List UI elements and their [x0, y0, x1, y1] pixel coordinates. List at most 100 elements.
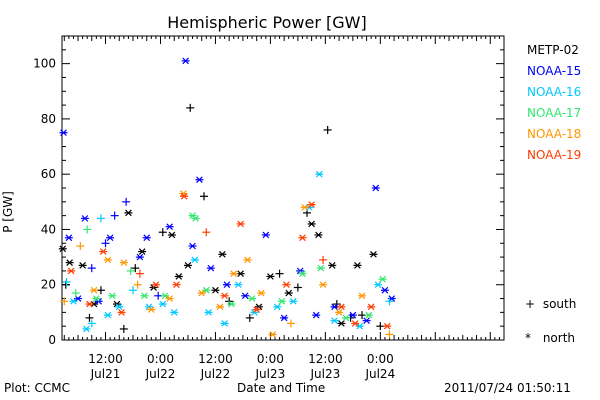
plot-frame: [61, 35, 505, 341]
north-point: [371, 184, 380, 192]
south-point: [60, 297, 69, 306]
south-point: [385, 330, 394, 339]
south-point: [76, 242, 85, 251]
north-point: [174, 273, 183, 280]
legend-south-label: south: [542, 297, 577, 311]
north-point: [229, 270, 238, 277]
legend-entry: METP-02: [527, 43, 579, 57]
north-point: [170, 309, 179, 316]
north-point: [335, 309, 344, 316]
north-point: [337, 320, 346, 327]
south-point: [87, 264, 96, 273]
north-point: [298, 270, 307, 277]
south-point: [110, 211, 119, 220]
south-point: [85, 313, 94, 322]
north-point: [99, 248, 108, 255]
north-point: [358, 292, 367, 300]
north-point: [69, 297, 78, 305]
north-point: [115, 303, 124, 311]
y-axis: 0 20 40 60 80 100: [33, 35, 504, 347]
north-point: [92, 295, 101, 302]
north-point: [369, 251, 378, 258]
south-point: [376, 322, 385, 331]
north-point: [234, 281, 243, 289]
north-point: [227, 300, 236, 308]
north-point: [252, 306, 261, 313]
north-point: [140, 292, 149, 300]
north-point: [151, 281, 160, 289]
north-point: [147, 306, 156, 313]
north-point: [284, 289, 293, 297]
y-tick-label: 80: [41, 112, 56, 126]
x-tick-label-time: 12:00: [308, 352, 343, 366]
north-point: [315, 170, 324, 178]
x-tick-label-date: Jul23: [309, 367, 340, 381]
x-axis: 12:00Jul210:00Jul2212:00Jul220:00Jul2312…: [63, 36, 505, 381]
north-point: [124, 209, 133, 217]
south-point: [158, 228, 167, 237]
legend-north-label: north: [542, 331, 576, 345]
legend-entry: NOAA-16: [527, 85, 582, 99]
north-point: [330, 303, 339, 311]
north-point: [202, 286, 211, 294]
north-point: [319, 281, 328, 289]
north-point: [364, 311, 373, 319]
south-point: [87, 319, 96, 328]
north-point: [248, 295, 257, 302]
north-point: [165, 223, 174, 231]
y-tick-label: 0: [48, 333, 56, 347]
x-tick-label-time: 0:00: [147, 352, 174, 366]
north-point: [165, 295, 174, 302]
north-point: [289, 297, 298, 305]
x-tick-label-date: Jul23: [255, 367, 286, 381]
north-point: [117, 309, 126, 316]
north-point: [119, 259, 128, 266]
north-point: [355, 322, 364, 330]
north-point: [204, 309, 213, 316]
legend-entry: NOAA-18: [527, 127, 582, 141]
north-point: [380, 286, 389, 294]
north-point: [307, 201, 316, 208]
south-point: [385, 297, 394, 306]
south-point: [323, 125, 332, 134]
north-point: [106, 234, 115, 242]
north-point: [191, 215, 200, 222]
south-point: [135, 269, 144, 278]
legend-south-key: + south: [525, 297, 576, 311]
north-point: [222, 281, 231, 289]
north-point: [85, 300, 94, 308]
x-tick-label-date: Jul22: [145, 367, 176, 381]
x-tick-label-date: Jul21: [90, 367, 121, 381]
north-point: [243, 256, 252, 264]
north-point: [280, 314, 289, 322]
y-tick-label: 40: [41, 222, 56, 236]
south-point: [245, 313, 254, 322]
south-point: [131, 264, 140, 273]
south-point: [128, 286, 137, 295]
north-point: [195, 176, 204, 184]
south-point: [358, 311, 367, 320]
x-axis-label: Date and Time: [237, 381, 326, 395]
north-point: [337, 303, 346, 311]
north-point: [236, 220, 245, 228]
north-point: [142, 234, 151, 242]
north-point: [316, 264, 325, 272]
plot-timestamp: 2011/07/24 01:50:11: [444, 381, 571, 395]
north-point: [328, 262, 337, 269]
asterisk-marker-icon: *: [525, 331, 531, 345]
south-point: [287, 319, 296, 328]
north-point: [80, 215, 89, 222]
north-point: [268, 331, 277, 338]
north-point: [378, 275, 387, 283]
north-point: [161, 292, 170, 300]
north-point: [135, 253, 144, 261]
plot-credit: Plot: CCMC: [4, 381, 70, 395]
north-point: [181, 57, 190, 65]
data-points: [58, 57, 396, 339]
north-point: [64, 234, 73, 242]
north-point: [59, 129, 68, 137]
north-point: [312, 311, 321, 319]
south-point: [186, 103, 195, 112]
north-point: [341, 314, 350, 322]
north-point: [172, 281, 181, 289]
